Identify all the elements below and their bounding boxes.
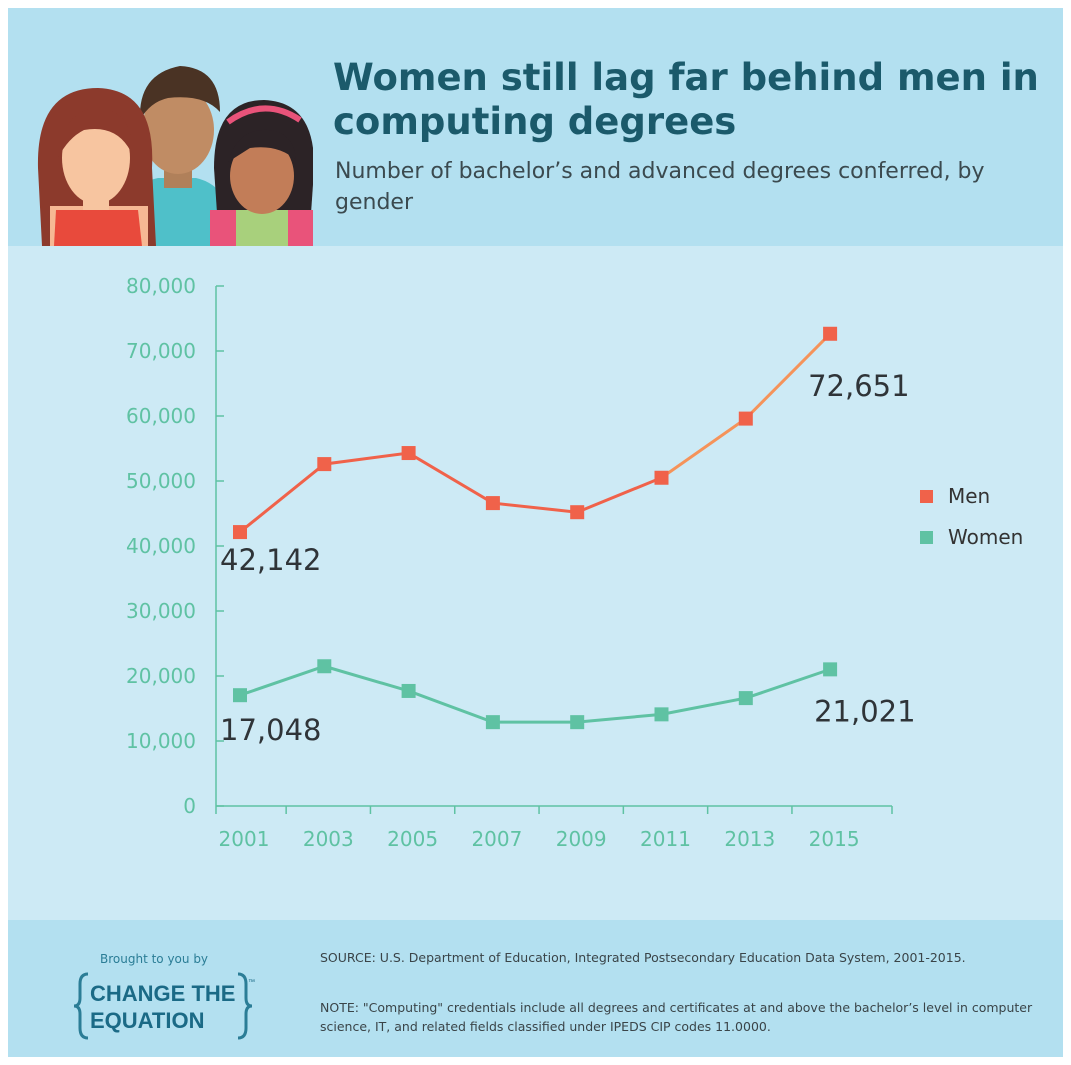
people-illustration (37, 66, 313, 246)
y-tick-label: 70,000 (126, 339, 196, 363)
series-line-women (239, 664, 831, 724)
data-point-women (485, 715, 500, 730)
source-note: SOURCE: U.S. Department of Education, In… (320, 950, 966, 965)
legend-label-men: Men (948, 484, 991, 508)
legend-swatch-women (920, 531, 933, 544)
line-chart: 0 10,000 20,000 30,000 40,000 50,000 60,000 70,… (126, 274, 916, 851)
data-point-men (485, 496, 500, 511)
y-tick-label: 80,000 (126, 274, 196, 298)
legend-swatch-men (920, 490, 933, 503)
y-tick-label: 60,000 (126, 404, 196, 428)
x-tick-label: 2003 (303, 827, 354, 851)
definition-note: NOTE: "Computing" credentials include al… (320, 1000, 1033, 1034)
data-point-women (401, 683, 416, 698)
woman-left-figure (37, 88, 156, 246)
x-tick-label: 2013 (724, 827, 775, 851)
data-point-men (317, 457, 332, 472)
woman-right-figure (210, 100, 313, 246)
data-point-men (823, 326, 838, 341)
data-label: 21,021 (814, 694, 915, 728)
chart-title: Women still lag far behind men in comput… (333, 56, 1039, 143)
footer: Brought to you by CHANGE THE EQUATION ™ … (8, 920, 1063, 1057)
y-tick-label: 0 (183, 794, 196, 818)
data-label: 42,142 (220, 543, 321, 577)
data-point-men (401, 446, 416, 461)
data-point-women (233, 688, 247, 703)
logo-line1: CHANGE THE (90, 981, 235, 1006)
y-tick-label: 20,000 (126, 664, 196, 688)
x-tick-label: 2007 (471, 827, 522, 851)
brought-by-text: Brought to you by (100, 952, 209, 966)
legend-label-women: Women (948, 525, 1024, 549)
logo-tm: ™ (248, 979, 255, 986)
data-point-men (738, 411, 753, 426)
y-tick-label: 10,000 (126, 729, 196, 753)
y-tick-label: 30,000 (126, 599, 196, 623)
x-tick-label: 2015 (809, 827, 860, 851)
change-the-equation-logo: CHANGE THE EQUATION ™ (73, 972, 255, 1040)
data-point-men (233, 525, 247, 540)
x-tick-label: 2001 (219, 827, 270, 851)
chart-subtitle: Number of bachelor’s and advanced degree… (335, 159, 985, 215)
data-label: 72,651 (808, 369, 909, 403)
data-point-women (317, 659, 332, 674)
x-tick-label: 2005 (387, 827, 438, 851)
data-point-women (738, 691, 753, 706)
header-banner: Women still lag far behind men in comput… (8, 8, 1063, 246)
x-tick-label: 2011 (640, 827, 691, 851)
data-point-women (823, 662, 838, 677)
x-tick-label: 2009 (556, 827, 607, 851)
data-point-men (570, 505, 585, 520)
data-point-women (570, 715, 585, 730)
logo-line2: EQUATION (90, 1008, 204, 1033)
data-point-men (654, 470, 669, 485)
infographic: Women still lag far behind men in comput… (8, 8, 1063, 1057)
series-line-men (239, 451, 663, 534)
y-tick-label: 40,000 (126, 534, 196, 558)
data-point-women (654, 707, 669, 722)
data-label: 17,048 (220, 713, 321, 747)
series-line-men-recent (660, 332, 832, 479)
y-tick-label: 50,000 (126, 469, 196, 493)
